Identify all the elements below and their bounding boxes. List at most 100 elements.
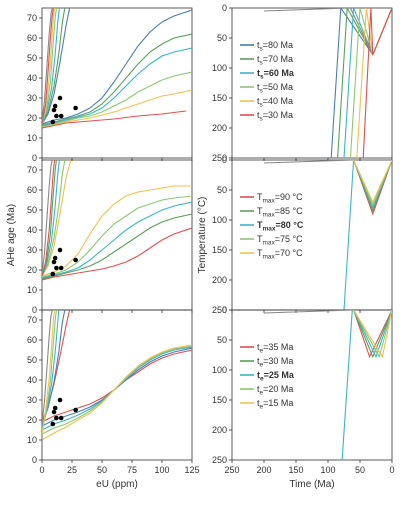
legend-entry: te=30 Ma [257, 356, 293, 369]
y-tick-label: 60 [27, 335, 37, 345]
legend-entry: te=15 Ma [257, 398, 293, 411]
legend-entry: ts=60 Ma [257, 68, 295, 81]
series-group [263, 8, 392, 158]
x-tick-label: 125 [184, 465, 199, 475]
observed-point [52, 103, 58, 109]
series-line [42, 8, 53, 123]
legend-entry: ts=80 Ma [257, 40, 293, 53]
series-line [42, 110, 187, 129]
x-tick-label: 50 [97, 465, 107, 475]
series-line [42, 160, 66, 277]
legend-entry: Tmax=75 °C [257, 234, 303, 247]
observed-point [51, 107, 57, 113]
series-line [42, 160, 56, 277]
series-line [42, 160, 53, 275]
legend-entry: te=20 Ma [257, 384, 293, 397]
series-line [362, 8, 392, 158]
x-axis-label: Time (Ma) [289, 479, 334, 490]
series-line [353, 310, 392, 359]
y-tick-label: 60 [27, 33, 37, 43]
series-line [263, 160, 354, 164]
x-tick-label: 50 [355, 465, 365, 475]
series-line [356, 8, 392, 158]
y-tick-label: 20 [27, 265, 37, 275]
legend-entry: Tmax=70 °C [257, 248, 303, 261]
x-axis-label: eU (ppm) [96, 479, 138, 490]
x-tick-label: 100 [154, 465, 169, 475]
series-line [42, 227, 192, 281]
legend-entry: Tmax=85 °C [257, 206, 303, 219]
legend-entry: Tmax=90 °C [257, 192, 303, 205]
series-line [42, 8, 71, 125]
series-line [343, 8, 392, 158]
series-line [353, 160, 392, 207]
series-group [263, 310, 392, 460]
y-tick-label: 100 [212, 365, 227, 375]
series-line [42, 160, 57, 277]
y-tick-label: 50 [217, 33, 227, 43]
x-tick-label: 200 [256, 465, 271, 475]
y-tick-label: 20 [27, 113, 37, 123]
plot-frame [231, 7, 393, 159]
y-tick-label: 40 [27, 225, 37, 235]
series-line [353, 160, 392, 213]
y-tick-label: 150 [212, 93, 227, 103]
y-tick-label: 30 [27, 245, 37, 255]
y-tick-label: 70 [27, 315, 37, 325]
observed-point [52, 405, 58, 411]
series-line [42, 160, 60, 277]
legend-entry: ts=50 Ma [257, 82, 293, 95]
y-tick-label: 40 [27, 73, 37, 83]
observed-point [73, 407, 78, 413]
y-tick-label: 0 [32, 305, 37, 315]
y-tick-label: 0 [32, 455, 37, 465]
y-tick-label: 30 [27, 395, 37, 405]
legend-entry: te=35 Ma [257, 342, 293, 355]
series-line [353, 310, 392, 359]
y-tick-label: 250 [212, 455, 227, 465]
series-line [42, 8, 54, 125]
y-tick-label: 50 [217, 335, 227, 345]
panel-left-top: 0 10 20 30 40 50 60 70 [27, 7, 193, 163]
series-line [42, 8, 56, 125]
legend-entry: te=25 Ma [257, 370, 295, 383]
observed-point [58, 415, 64, 421]
panel-right-middle: 0 50 100 150 200 250 Temperature (°C) Tmax=90 °… [197, 155, 393, 315]
observed-point [50, 119, 56, 125]
series-line [42, 344, 192, 441]
observed-point [58, 265, 64, 271]
observed-point [50, 421, 56, 427]
series-line [42, 185, 192, 277]
observed-point [57, 247, 63, 253]
y-tick-label: 70 [27, 165, 37, 175]
series-group [42, 310, 192, 441]
legend-box [237, 191, 307, 263]
series-line [353, 310, 392, 359]
x-tick-label: 25 [67, 465, 77, 475]
y-tick-label: 150 [212, 395, 227, 405]
observed-point [51, 259, 57, 265]
series-line [343, 160, 355, 310]
y-tick-label: 50 [27, 355, 37, 365]
series-group [42, 160, 192, 281]
series-line [353, 160, 392, 204]
y-tick-label: 60 [27, 185, 37, 195]
y-tick-label: 200 [212, 275, 227, 285]
series-line [42, 213, 192, 280]
y-tick-label: 250 [212, 305, 227, 315]
y-tick-label: 0 [222, 155, 227, 165]
series-line [341, 310, 353, 460]
x-tick-label: 0 [389, 465, 394, 475]
series-line [42, 346, 192, 431]
series-line [263, 310, 354, 314]
series-line [42, 47, 192, 127]
observed-point [57, 95, 63, 101]
y-tick-label: 50 [27, 205, 37, 215]
plot-frame [231, 309, 393, 461]
y-tick-label: 0 [222, 3, 227, 13]
legend-entry: ts=30 Ma [257, 110, 293, 123]
observed-point [50, 271, 56, 277]
series-line [353, 310, 392, 359]
series-line [353, 310, 392, 359]
